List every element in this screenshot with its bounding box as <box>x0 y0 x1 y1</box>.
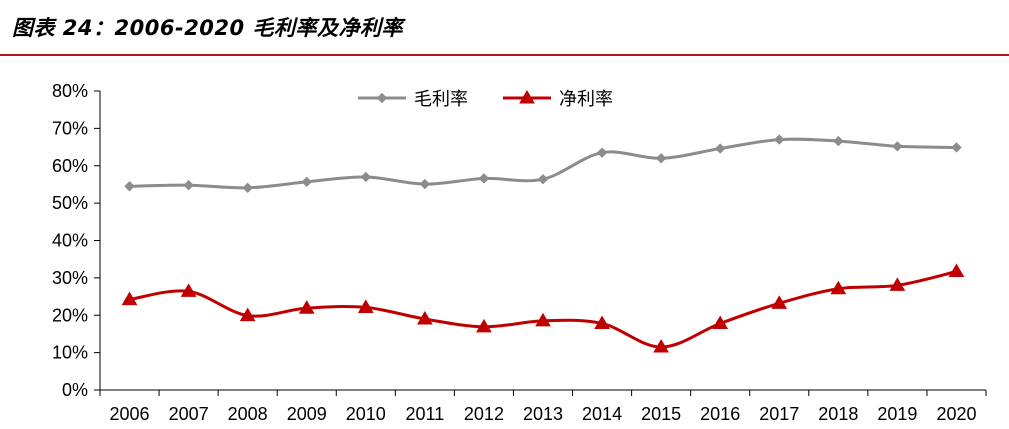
net-margin-legend-label: 净利率 <box>559 89 613 110</box>
y-tick-label: 70% <box>52 118 88 138</box>
net-margin-point <box>535 312 551 327</box>
net-margin-point <box>416 310 433 325</box>
gross-margin-point <box>655 153 667 164</box>
x-tick-label: 2012 <box>464 404 504 424</box>
gross-margin-point <box>478 173 490 184</box>
x-tick-label: 2016 <box>700 404 740 424</box>
net-margin-point <box>476 318 492 333</box>
gross-margin-legend-marker <box>376 92 388 104</box>
net-margin-point <box>653 339 670 353</box>
net-margin-line <box>129 270 957 349</box>
net-margin-point <box>830 280 847 295</box>
net-margin-point <box>121 291 138 306</box>
y-tick-label: 40% <box>52 231 88 251</box>
y-tick-label: 20% <box>52 305 88 325</box>
x-tick-label: 2020 <box>936 404 976 424</box>
gross-margin-point <box>537 173 549 185</box>
y-tick-label: 80% <box>52 81 88 101</box>
gross-margin-point <box>183 179 194 191</box>
x-tick-label: 2007 <box>169 404 209 424</box>
x-tick-label: 2008 <box>228 404 268 424</box>
x-tick-label: 2014 <box>582 404 622 424</box>
gross-margin-point <box>596 147 608 158</box>
net-margin-point <box>948 263 965 278</box>
x-tick-label: 2019 <box>877 404 917 424</box>
x-tick-label: 2017 <box>759 404 799 424</box>
net-margin-legend-item: 净利率 <box>503 89 613 110</box>
x-tick-label: 2009 <box>287 404 327 424</box>
net-margin-point <box>712 315 729 330</box>
x-tick-label: 2011 <box>406 404 445 424</box>
gross-margin-point <box>360 171 372 183</box>
gross-margin-point <box>242 182 253 194</box>
net-margin-point <box>298 300 315 314</box>
y-tick-label: 50% <box>52 193 88 213</box>
x-tick-label: 2010 <box>346 404 386 424</box>
x-tick-label: 2006 <box>110 404 150 424</box>
gross-margin-legend-label: 毛利率 <box>414 89 468 110</box>
gross-margin-point <box>892 141 903 152</box>
gross-margin-point <box>951 142 962 153</box>
x-tick-label: 2013 <box>523 404 563 424</box>
y-tick-label: 10% <box>52 343 88 363</box>
gross-margin-legend-item: 毛利率 <box>358 89 468 110</box>
y-tick-label: 60% <box>52 156 88 176</box>
net-margin-point <box>239 307 256 322</box>
y-tick-label: 30% <box>52 268 88 288</box>
gross-margin-point <box>714 143 726 154</box>
x-tick-label: 2018 <box>818 404 858 424</box>
x-tick-label: 2015 <box>641 404 681 424</box>
net-margin-point <box>357 299 374 313</box>
net-margin-point <box>594 315 610 330</box>
gross-margin-point <box>124 181 135 192</box>
y-tick-label: 0% <box>62 380 88 400</box>
title-divider <box>0 54 1009 56</box>
chart-title: 图表 24：2006-2020 毛利率及净利率 <box>12 16 403 40</box>
gross-margin-series <box>124 134 962 194</box>
gross-margin-point <box>301 176 312 188</box>
gross-margin-point <box>419 178 431 190</box>
net-margin-legend-marker <box>519 90 535 104</box>
net-margin-point <box>889 277 906 291</box>
net-margin-point <box>180 283 197 297</box>
net-margin-point <box>771 295 788 309</box>
gross-margin-point <box>774 134 785 145</box>
gross-margin-point <box>833 135 844 147</box>
net-margin-series <box>121 263 965 353</box>
